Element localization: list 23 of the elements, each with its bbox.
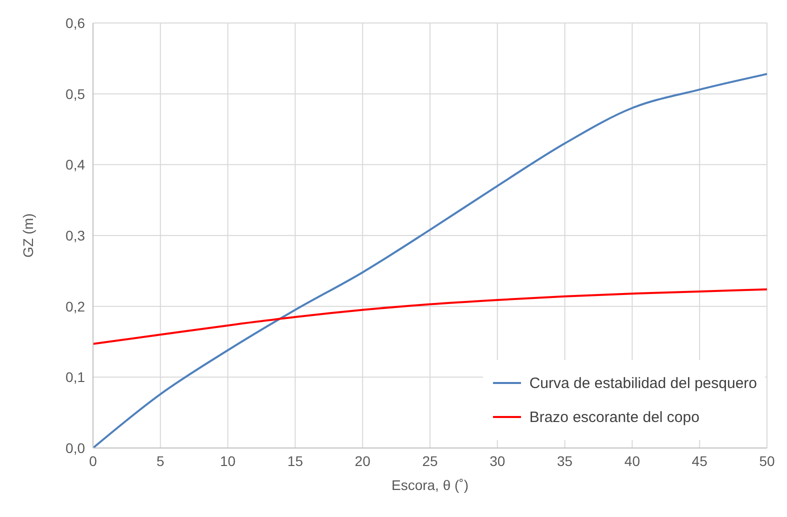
y-tick-label: 0,2 (66, 298, 86, 314)
x-axis-title: Escora, θ (˚) (391, 477, 469, 493)
x-tick-label: 25 (422, 452, 438, 469)
x-tick-label: 35 (557, 452, 573, 469)
legend-label: Curva de estabilidad del pesquero (529, 374, 757, 392)
y-tick-label: 0,6 (66, 14, 86, 31)
legend-label: Brazo escorante del copo (529, 408, 700, 426)
line-series (93, 288, 767, 345)
y-axis-title: GZ (m) (20, 213, 36, 258)
y-tick-label: 0,4 (66, 156, 86, 173)
x-tick-label: 50 (759, 452, 775, 469)
x-tick-label: 30 (490, 452, 506, 469)
x-tick-label: 40 (624, 452, 640, 469)
y-tick-label: 0,1 (66, 369, 86, 386)
x-tick-label: 20 (354, 452, 371, 469)
y-tick-label: 0,3 (66, 227, 86, 244)
x-tick-label: 5 (156, 452, 164, 469)
y-tick-label: 0,5 (66, 86, 86, 102)
y-tick-label: 0,0 (66, 440, 86, 456)
x-tick-label: 15 (287, 452, 304, 469)
x-tick-label: 10 (220, 452, 236, 469)
x-tick-label: 0 (89, 452, 98, 469)
x-tick-label: 45 (692, 452, 708, 469)
